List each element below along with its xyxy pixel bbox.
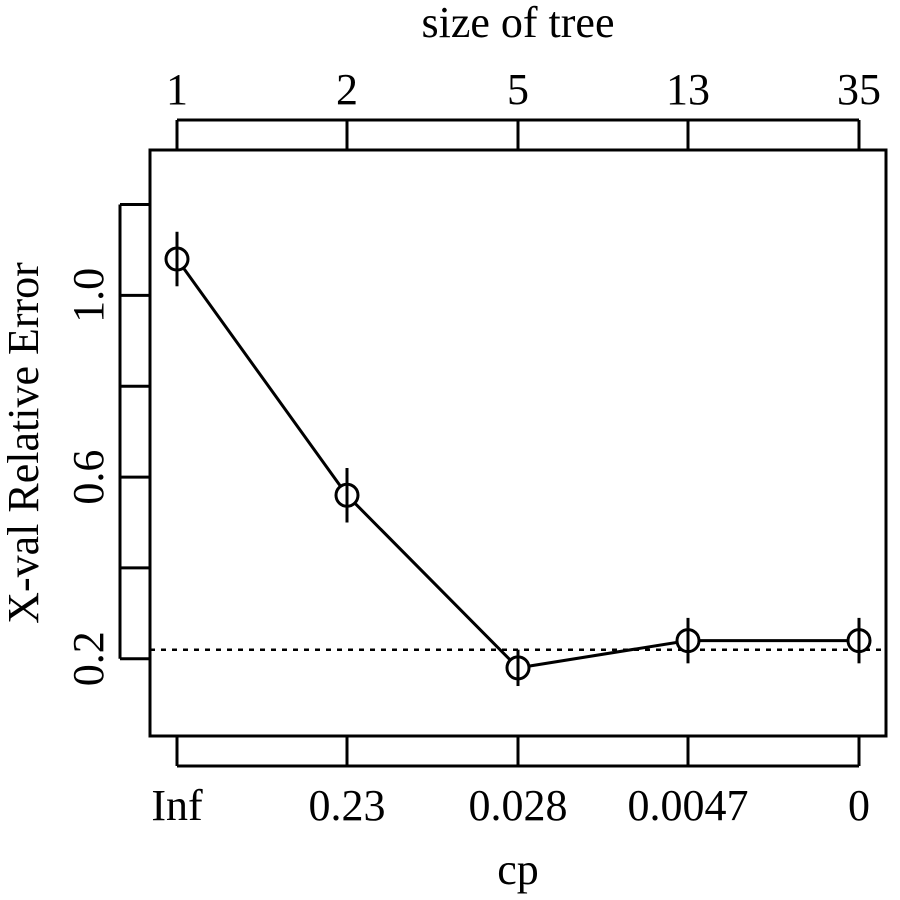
y-axis: 0.2 0.6 1.0 [64, 203, 150, 686]
top-tick-label: 2 [336, 65, 358, 114]
x-tick-label: 0.23 [309, 781, 386, 830]
y-tick-label: 0.2 [64, 631, 113, 686]
x-axis-title: cp [497, 845, 539, 894]
plot-frame [148, 148, 888, 738]
top-tick-label: 35 [837, 65, 881, 114]
top-tick-label: 13 [666, 65, 710, 114]
y-tick-label: 0.6 [64, 450, 113, 505]
x-tick-label: 0.0047 [628, 781, 749, 830]
plot-area [150, 231, 886, 687]
top-axis-title: size of tree [422, 0, 615, 47]
top-axis: 1 2 5 13 35 [166, 65, 881, 150]
y-tick-label: 1.0 [64, 268, 113, 323]
x-tick-label: 0.028 [469, 781, 568, 830]
top-tick-label: 5 [507, 65, 529, 114]
top-tick-label: 1 [166, 65, 188, 114]
x-tick-label: Inf [151, 781, 203, 830]
x-tick-label: 0 [848, 781, 870, 830]
series-line [175, 258, 859, 670]
x-axis: Inf 0.23 0.028 0.0047 0 [151, 736, 870, 830]
y-axis-title: X-val Relative Error [0, 262, 48, 624]
